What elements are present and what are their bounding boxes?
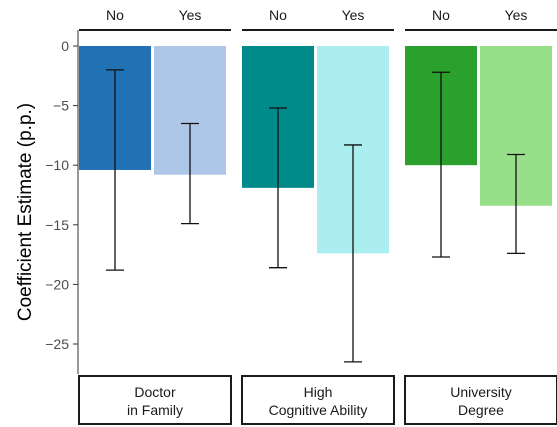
y-tick-label: −25 xyxy=(45,336,69,352)
y-axis-title: Coefficient Estimate (p.p.) xyxy=(15,103,36,321)
category-label: No xyxy=(106,7,124,23)
y-tick-label: −20 xyxy=(45,276,69,292)
panel-label-line: in Family xyxy=(127,402,183,418)
panel: No Yes High Cognitive Ability xyxy=(241,7,395,425)
panel-label-line: Degree xyxy=(458,402,504,418)
panel-label-line: Doctor xyxy=(134,384,176,400)
category-label: Yes xyxy=(505,7,528,23)
panel-label-line: University xyxy=(450,384,511,400)
y-axis-ticks: 0 −5 −10 −15 −20 −25 xyxy=(45,38,78,352)
panels: No Yes Doctor in Family No Yes High Cognitive A… xyxy=(78,7,557,425)
category-label: Yes xyxy=(179,7,202,23)
panel-label-line: High xyxy=(304,384,333,400)
panel-strip xyxy=(404,375,557,425)
category-label: Yes xyxy=(342,7,365,23)
y-tick-label: −15 xyxy=(45,217,69,233)
y-tick-label: 0 xyxy=(61,38,69,54)
y-tick-label: −10 xyxy=(45,157,69,173)
panel: No Yes University Degree xyxy=(404,7,557,425)
panel-label-line: Cognitive Ability xyxy=(269,402,368,418)
category-label: No xyxy=(432,7,450,23)
panel: No Yes Doctor in Family xyxy=(78,7,232,425)
panel-strip xyxy=(241,375,395,425)
y-tick-label: −5 xyxy=(53,98,69,114)
category-label: No xyxy=(269,7,287,23)
panel-strip xyxy=(78,375,232,425)
